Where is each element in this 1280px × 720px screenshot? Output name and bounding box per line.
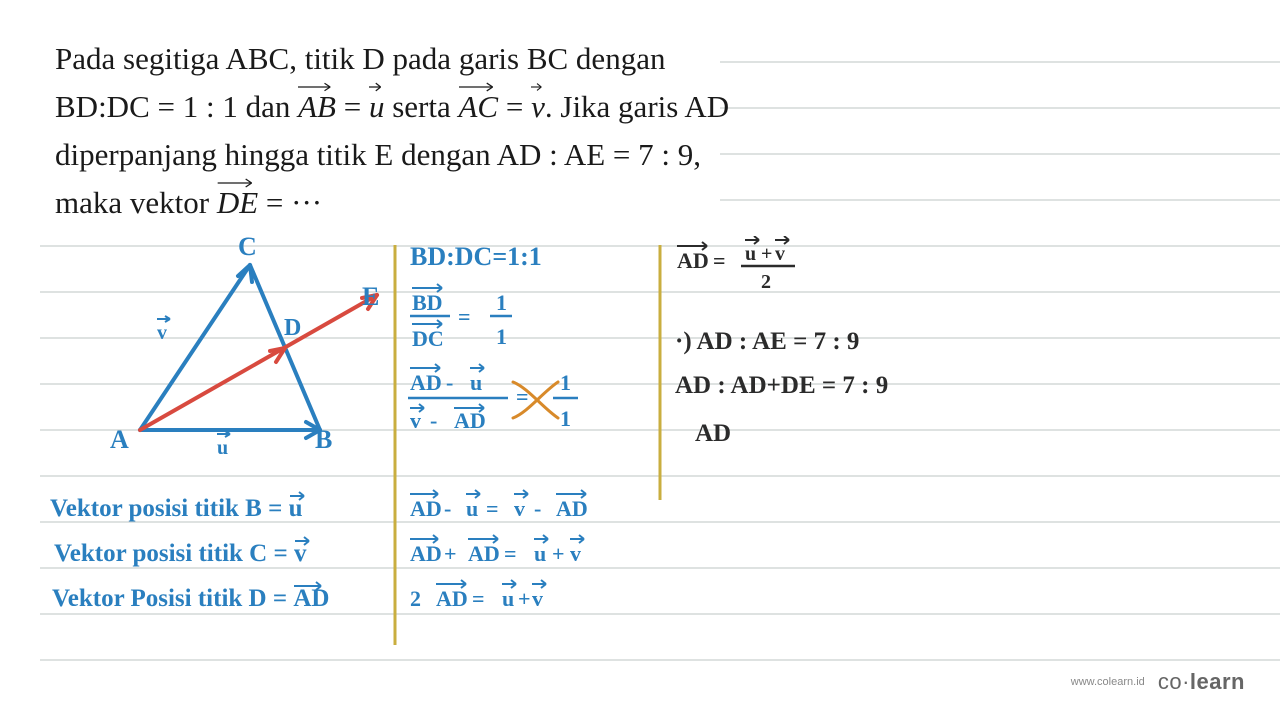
- svg-text:AD: AD: [556, 496, 588, 521]
- svg-text:u: u: [470, 370, 482, 395]
- svg-text:BD: BD: [412, 290, 443, 315]
- svg-text:AD: AD: [436, 586, 468, 611]
- svg-text:2: 2: [410, 586, 421, 611]
- svg-text:1: 1: [496, 324, 507, 349]
- svg-text:+: +: [518, 586, 531, 611]
- vector-u: u: [369, 83, 385, 131]
- svg-text:1: 1: [496, 290, 507, 315]
- footer-url: www.colearn.id: [1071, 676, 1145, 688]
- svg-text:-: -: [444, 496, 451, 521]
- svg-text:DC: DC: [412, 326, 444, 350]
- problem-line-1: Pada segitiga ABC, titik D pada garis BC…: [55, 35, 729, 83]
- col2-r4: AD - u = v - AD: [408, 488, 668, 531]
- svg-text:v: v: [514, 496, 525, 521]
- svg-text:u: u: [502, 586, 514, 611]
- col2-r5: AD + AD = u + v: [408, 533, 668, 576]
- svg-text:2: 2: [761, 271, 771, 293]
- handwriting-area: A B C D E u v Vektor posisi titik B = u …: [50, 240, 1130, 660]
- col3-r2: ·) AD : AE = 7 : 9: [675, 328, 859, 356]
- svg-text:=: =: [504, 541, 517, 566]
- svg-text:AD: AD: [410, 496, 442, 521]
- svg-text:+: +: [761, 243, 772, 265]
- svg-text:v: v: [532, 586, 543, 611]
- svg-text:AD: AD: [454, 408, 486, 433]
- col2-r2: BD DC = 1 1: [410, 280, 590, 357]
- svg-text:+: +: [444, 541, 457, 566]
- col2-r6: 2 AD = u + v: [408, 578, 628, 621]
- problem-line-2: BD:DC = 1 : 1 dan AB = u serta AC = v. J…: [55, 83, 729, 131]
- vector-ab: AB: [298, 83, 336, 131]
- svg-text:1: 1: [560, 370, 571, 395]
- svg-text:v: v: [775, 243, 785, 265]
- svg-text:AD: AD: [410, 370, 442, 395]
- col3-r1: AD = u + v 2: [675, 236, 875, 301]
- svg-text:AD: AD: [410, 541, 442, 566]
- brand-logo: co·learn: [1158, 669, 1245, 694]
- svg-text:AD: AD: [677, 248, 709, 273]
- svg-text:=: =: [472, 586, 485, 611]
- svg-text:=: =: [458, 304, 471, 329]
- svg-text:-: -: [446, 370, 453, 395]
- problem-line-4: maka vektor DE = ···: [55, 179, 729, 227]
- col2-r3: AD - u v - AD = 1 1: [408, 360, 658, 445]
- svg-text:u: u: [745, 243, 756, 265]
- vector-ac: AC: [459, 83, 499, 131]
- svg-text:=: =: [486, 496, 499, 521]
- svg-text:-: -: [534, 496, 541, 521]
- vector-v: v: [531, 83, 545, 131]
- svg-text:+: +: [552, 541, 565, 566]
- svg-text:u: u: [534, 541, 546, 566]
- col3-r3: AD : AD+DE = 7 : 9: [675, 372, 888, 400]
- svg-text:u: u: [466, 496, 478, 521]
- col1-line-posisi-c: Vektor posisi titik C = v: [54, 540, 306, 568]
- footer: www.colearn.id co·learn: [1071, 669, 1245, 695]
- svg-text:-: -: [430, 408, 437, 433]
- vector-de: DE: [217, 179, 258, 227]
- col3-r4: AD: [695, 420, 731, 448]
- col1-line-posisi-d: Vektor Posisi titik D = AD: [52, 585, 329, 613]
- svg-text:v: v: [410, 408, 421, 433]
- col2-r1: BD:DC=1:1: [410, 242, 542, 272]
- col1-line-posisi-b: Vektor posisi titik B = u: [50, 495, 303, 523]
- problem-statement: Pada segitiga ABC, titik D pada garis BC…: [55, 35, 729, 227]
- problem-line-3: diperpanjang hingga titik E dengan AD : …: [55, 131, 729, 179]
- svg-text:=: =: [713, 248, 726, 273]
- svg-text:v: v: [570, 541, 581, 566]
- svg-text:1: 1: [560, 406, 571, 431]
- svg-text:AD: AD: [468, 541, 500, 566]
